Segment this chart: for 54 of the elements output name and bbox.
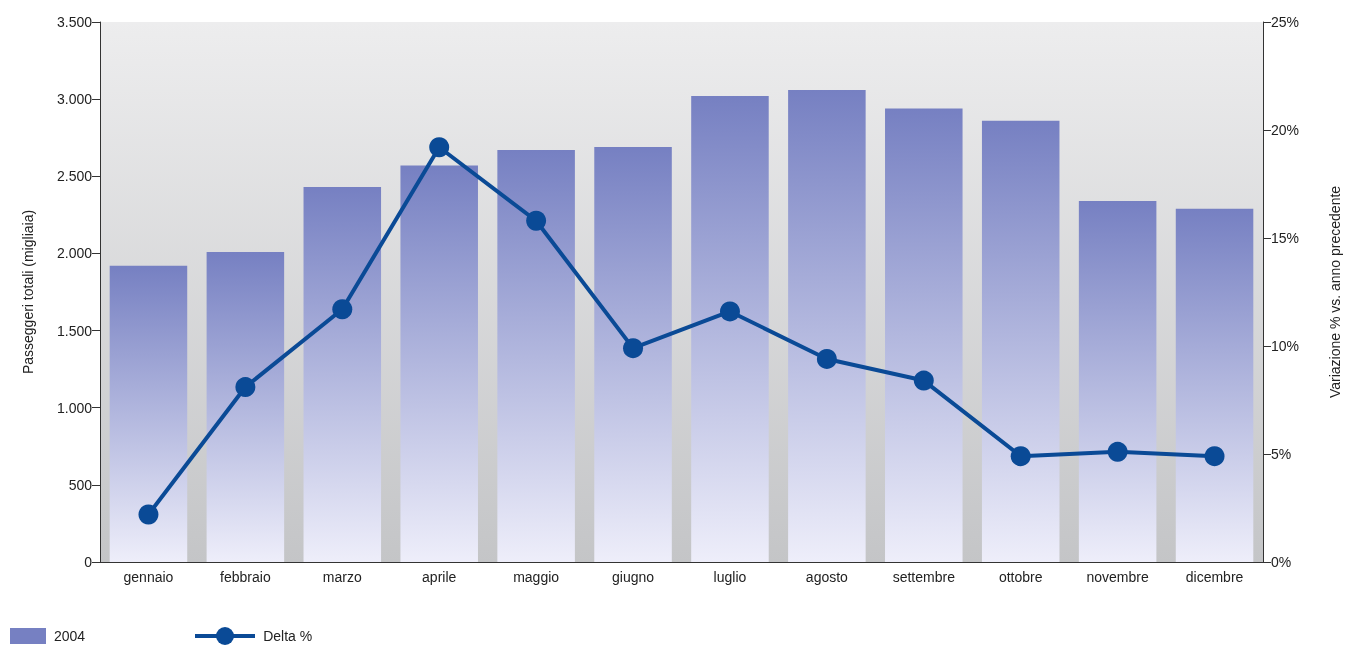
x-tick-label: agosto <box>805 569 849 585</box>
legend-label: Delta % <box>263 628 313 644</box>
point <box>1010 446 1031 467</box>
y2-tick-label: 25% <box>1271 14 1300 30</box>
x-tick-label: aprile <box>422 569 457 585</box>
point <box>235 377 256 398</box>
y2-tick-label: 0% <box>1271 554 1292 570</box>
bar <box>1175 208 1254 562</box>
y2-axis-title: Variazione % vs. anno precedente <box>1327 185 1343 399</box>
x-tick-label: marzo <box>322 569 362 585</box>
bar <box>691 96 769 562</box>
x-tick-label: febbraio <box>220 569 271 585</box>
y-tick-label: 1.000 <box>56 399 93 416</box>
y-tick-label: 2.500 <box>56 168 93 185</box>
y2-tick-label: 20% <box>1271 122 1300 138</box>
legend-label: 2004 <box>54 628 86 644</box>
point <box>1204 446 1225 467</box>
point <box>429 137 450 158</box>
x-tick-label: ottobre <box>998 569 1043 585</box>
y-tick-label: 500 <box>68 476 93 493</box>
point <box>719 301 740 322</box>
y-tick-label: 1.500 <box>56 322 93 339</box>
y-tick-label: 0 <box>84 554 93 570</box>
bar <box>981 120 1060 562</box>
x-tick-label: gennaio <box>123 569 174 585</box>
x-tick-label: giugno <box>612 569 655 585</box>
y-tick-label: 2.000 <box>56 245 93 262</box>
x-tick-label: luglio <box>713 569 747 585</box>
x-tick-label: novembre <box>1086 569 1149 585</box>
x-tick-label: settembre <box>892 569 956 585</box>
point <box>1107 441 1128 462</box>
x-tick-label: maggio <box>513 569 560 585</box>
y2-tick-label: 5% <box>1271 446 1292 462</box>
bar <box>400 165 478 562</box>
bar <box>206 251 285 562</box>
y2-tick-label: 15% <box>1271 230 1300 246</box>
point <box>913 370 934 391</box>
bar <box>1078 200 1157 562</box>
bar <box>885 108 963 562</box>
point <box>138 504 159 525</box>
x-tick-label: dicembre <box>1185 569 1244 585</box>
bar <box>109 265 188 562</box>
bar <box>303 187 382 562</box>
y2-tick-label: 10% <box>1271 338 1300 354</box>
point <box>816 348 837 369</box>
bar <box>788 89 866 562</box>
y-axis-title: Passeggeri totali (migliaia) <box>20 209 36 375</box>
y-tick-label: 3.000 <box>56 91 93 108</box>
bar <box>594 146 672 562</box>
y-tick-label: 3.500 <box>56 14 93 30</box>
bar <box>497 150 575 562</box>
point <box>526 210 547 231</box>
point <box>623 338 644 359</box>
point <box>332 299 353 320</box>
